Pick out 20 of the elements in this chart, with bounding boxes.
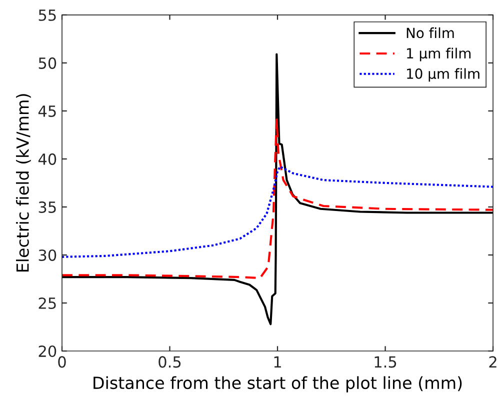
- x-tick-label: 2: [489, 356, 496, 368]
- line-series: [62, 166, 494, 258]
- y-axis-title: Electric field (kV/mm): [16, 94, 31, 272]
- y-tick-label: 20: [38, 345, 56, 358]
- x-tick-label: 1: [274, 356, 281, 368]
- x-tick-label: 0: [58, 356, 66, 368]
- legend-label: 10 µm film: [407, 68, 480, 82]
- y-tick-label: 40: [38, 153, 56, 165]
- y-tick-label: 25: [38, 297, 56, 310]
- y-tick-label: 55: [38, 10, 56, 21]
- x-tick-label: 1.5: [374, 356, 396, 368]
- y-tick-label: 45: [38, 106, 56, 117]
- x-tick-label: 0.5: [158, 356, 181, 368]
- y-tick-label: 30: [38, 249, 56, 262]
- y-tick-label: 50: [38, 57, 56, 69]
- legend-label: 1 µm film: [407, 48, 471, 62]
- y-tick-label: 35: [38, 201, 56, 213]
- x-axis-title: Distance from the start of the plot line (mm): [94, 376, 462, 392]
- line-series: [62, 118, 494, 280]
- legend-label: No film: [406, 27, 454, 38]
